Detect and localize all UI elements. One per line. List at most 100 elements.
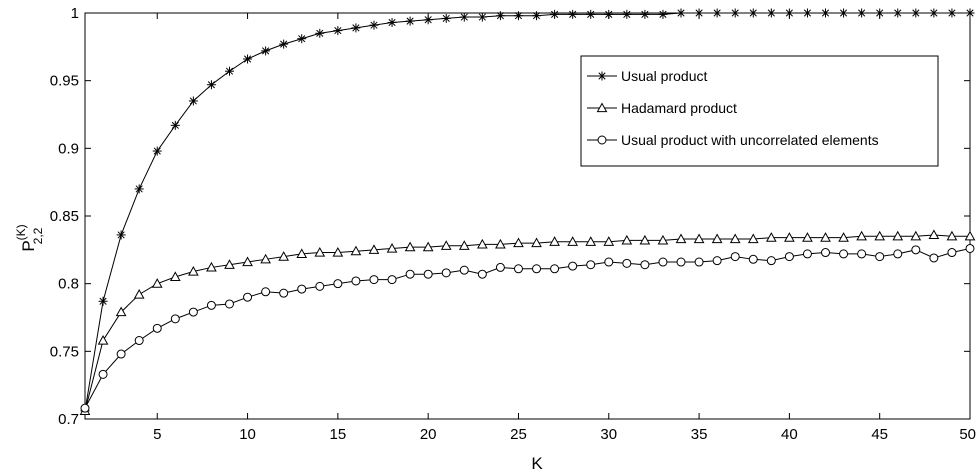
data-point [802,8,812,18]
data-point [297,34,307,44]
data-point [351,23,361,33]
data-point [134,336,144,346]
y-tick-label: 0.7 [58,411,79,428]
data-point [802,249,812,259]
data-point [315,28,325,38]
data-point [730,252,740,262]
data-point [260,253,271,264]
data-point [821,8,831,18]
data-point [586,260,596,270]
legend-marker [597,135,607,145]
data-point [386,242,398,253]
y-axis: 0.7 0.75 0.8 0.85 0.9 0.95 1 [50,5,970,428]
data-point [495,238,506,249]
data-point [495,11,505,21]
data-point [206,300,216,310]
x-tick-label: 30 [600,426,617,443]
data-point [350,245,362,256]
y-tick-label: 0.75 [50,343,79,360]
data-point [116,230,126,240]
data-point [243,292,253,302]
data-point [152,323,162,333]
data-point [784,8,794,18]
data-point [440,240,452,250]
data-point [243,54,253,64]
data-point [911,8,921,18]
x-tick-label: 10 [239,426,256,443]
data-point [765,232,777,242]
x-tick-label: 40 [781,426,798,443]
data-point [170,120,180,130]
data-point [604,257,614,267]
data-point [297,284,307,294]
data-point [603,236,615,246]
data-point [279,288,289,298]
data-point [820,232,831,242]
data-point [116,349,126,359]
data-point [747,233,759,244]
data-point [964,230,976,241]
y-axis-label: P(K) 2,2 [14,224,45,251]
data-point [568,9,578,19]
y-axis-label-subscript: 2,2 [31,227,45,244]
y-tick-label: 0.85 [50,208,79,225]
data-point [333,26,343,36]
data-point [169,271,181,281]
svg-text:P(K)2,2: P(K) 2,2 [14,224,45,251]
data-point [965,243,975,253]
data-point [477,12,487,22]
x-axis: 5 10 15 20 25 30 35 40 45 50 [153,13,976,443]
data-point [279,39,289,49]
data-point [929,253,939,263]
data-point [730,8,740,18]
data-point [98,296,108,306]
data-point [639,234,651,245]
data-point [946,230,958,241]
x-tick-label: 25 [510,426,527,443]
data-point [693,233,705,244]
data-point [875,252,885,262]
legend: Usual product Hadamard product Usual produ… [580,55,939,167]
data-point [495,262,505,272]
data-point [711,233,723,244]
data-point [351,276,361,286]
x-axis-label: K [531,454,543,473]
legend-label: Hadamard product [621,100,737,116]
x-tick-label: 35 [691,426,708,443]
y-tick-label: 1 [71,5,79,22]
data-point [947,8,957,18]
data-point [98,369,108,379]
data-point [278,251,290,261]
data-point [532,11,542,21]
data-point [441,13,451,23]
x-tick-label: 20 [420,426,437,443]
data-point [332,247,344,257]
data-point [712,8,722,18]
data-point [369,20,379,30]
data-point [965,8,975,18]
data-point [585,236,597,246]
legend-marker [596,102,608,113]
data-point [513,237,524,248]
data-point [875,8,885,18]
series-circle [80,243,975,413]
x-tick-label: 5 [153,426,161,443]
y-tick-label: 0.95 [50,73,79,90]
data-point [838,232,849,242]
legend-box [580,55,939,167]
data-point [911,245,921,255]
data-point [405,16,415,26]
data-point [531,237,542,248]
data-point [893,249,903,259]
data-point [622,9,632,19]
data-point [928,229,940,240]
data-point [224,259,235,269]
data-point [333,279,343,289]
data-point [586,9,596,19]
data-point [550,9,560,19]
data-point [784,232,795,242]
data-point [622,258,632,268]
data-point [224,66,234,76]
data-point [874,230,886,241]
